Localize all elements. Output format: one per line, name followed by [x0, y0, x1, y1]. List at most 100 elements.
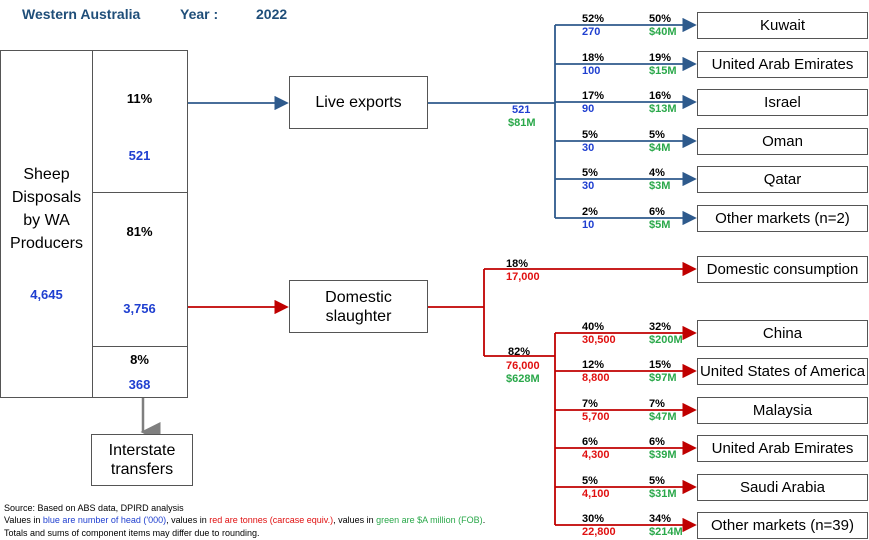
year-value: 2022 [256, 6, 288, 22]
segment-live-head: 521 [128, 148, 151, 163]
dest-box: Qatar [697, 166, 868, 193]
dest-value-pct: 4% [649, 167, 665, 179]
dest-head-pct: 2% [582, 206, 598, 218]
dest-tonnes: 4,300 [582, 449, 610, 461]
dest-value-pct: 5% [649, 475, 665, 487]
dest-box: Other markets (n=2) [697, 205, 868, 232]
live-exports-flow-head: 521 [512, 104, 531, 116]
dest-tonnes: 5,700 [582, 411, 610, 423]
region-title: Western Australia [22, 6, 141, 22]
dest-tonnes: 8,800 [582, 372, 610, 384]
producers-total: 4,645 [30, 287, 63, 302]
segment-live-pct: 11% [126, 91, 153, 106]
dest-value: $39M [649, 449, 677, 461]
segment-interstate-head: 368 [128, 377, 151, 392]
export-pct: 82% [508, 346, 531, 358]
dest-box: Saudi Arabia [697, 474, 868, 501]
export-tonnes: 76,000 [506, 360, 540, 372]
dest-tonnes-pct: 12% [582, 359, 605, 371]
dest-box: United Arab Emirates [697, 435, 868, 462]
year-label: Year : [180, 6, 219, 22]
dest-head-pct: 5% [582, 167, 598, 179]
dest-value-pct: 16% [649, 90, 672, 102]
dest-value-pct: 6% [649, 436, 665, 448]
footnote-rounding: Totals and sums of component items may d… [4, 528, 260, 538]
dest-tonnes-pct: 30% [582, 513, 605, 525]
dest-value-pct: 32% [649, 321, 672, 333]
slaughter-box: Domestic slaughter [289, 280, 428, 333]
dest-value: $13M [649, 103, 677, 115]
dest-tonnes: 30,500 [582, 334, 616, 346]
domestic-tonnes: 17,000 [506, 271, 540, 283]
dest-box: China [697, 320, 868, 347]
dest-box: Kuwait [697, 12, 868, 39]
segment-live: 11% 521 [92, 50, 188, 193]
segment-interstate-pct: 8% [130, 352, 149, 367]
dest-box: Malaysia [697, 397, 868, 424]
segment-slaughter: 81% 3,756 [92, 192, 188, 347]
dest-value: $97M [649, 372, 677, 384]
domestic-pct: 18% [506, 258, 529, 270]
producers-label-line: Sheep [23, 166, 70, 183]
legend-green: green are $A million (FOB) [376, 515, 483, 525]
dest-box: Israel [697, 89, 868, 116]
producers-label: Sheep Disposals by WA Producers [1, 163, 92, 255]
dest-value-pct: 15% [649, 359, 672, 371]
legend-blue: blue are number of head ('000) [42, 515, 167, 525]
dest-value: $40M [649, 26, 677, 38]
dest-value: $31M [649, 488, 677, 500]
dest-box: Other markets (n=39) [697, 512, 868, 539]
dest-value-pct: 6% [649, 206, 665, 218]
legend-text: . [482, 515, 486, 525]
live-exports-box: Live exports [289, 76, 428, 129]
slaughter-label-line: Domestic [325, 288, 392, 306]
dest-tonnes-pct: 40% [582, 321, 605, 333]
producers-box: Sheep Disposals by WA Producers 4,645 [0, 50, 93, 398]
dest-head: 30 [582, 142, 595, 154]
dest-head-pct: 17% [582, 90, 605, 102]
dest-tonnes-pct: 6% [582, 436, 598, 448]
dest-tonnes: 4,100 [582, 488, 610, 500]
dest-value-pct: 7% [649, 398, 665, 410]
dest-value: $200M [649, 334, 683, 346]
dest-head-pct: 52% [582, 13, 605, 25]
dest-value: $5M [649, 219, 671, 231]
dest-value: $214M [649, 526, 683, 538]
dest-head: 100 [582, 65, 601, 77]
segment-slaughter-pct: 81% [126, 224, 153, 239]
dest-head: 30 [582, 180, 595, 192]
dest-box: Oman [697, 128, 868, 155]
dest-value: $15M [649, 65, 677, 77]
dest-domestic-consumption: Domestic consumption [697, 256, 868, 283]
interstate-label-line: Interstate [108, 442, 176, 459]
dest-value: $4M [649, 142, 671, 154]
dest-tonnes-pct: 5% [582, 475, 598, 487]
dest-value-pct: 50% [649, 13, 672, 25]
legend-text: , values in [333, 515, 377, 525]
dest-head-pct: 18% [582, 52, 605, 64]
producers-label-line: Producers [10, 235, 83, 252]
segment-interstate: 8% 368 [92, 346, 188, 398]
dest-value: $47M [649, 411, 677, 423]
legend-text: , values in [166, 515, 210, 525]
footnote-legend: Values in blue are number of head ('000)… [4, 514, 485, 526]
export-value: $628M [506, 373, 540, 385]
interstate-box: Interstate transfers [91, 434, 193, 486]
dest-head-pct: 5% [582, 129, 598, 141]
dest-box: United Arab Emirates [697, 51, 868, 78]
live-exports-flow-value: $81M [508, 117, 536, 129]
dest-head: 270 [582, 26, 601, 38]
legend-text: Values in [4, 515, 43, 525]
dest-box: United States of America [697, 358, 868, 385]
interstate-label-line: transfers [110, 461, 174, 478]
producers-label-line: by WA [23, 212, 70, 229]
segment-slaughter-head: 3,756 [123, 301, 156, 316]
dest-value-pct: 34% [649, 513, 672, 525]
dest-value-pct: 19% [649, 52, 672, 64]
dest-head: 10 [582, 219, 595, 231]
footnote-source: Source: Based on ABS data, DPIRD analysi… [4, 503, 184, 513]
dest-value-pct: 5% [649, 129, 665, 141]
slaughter-label-line: slaughter [325, 307, 392, 325]
dest-head: 90 [582, 103, 595, 115]
